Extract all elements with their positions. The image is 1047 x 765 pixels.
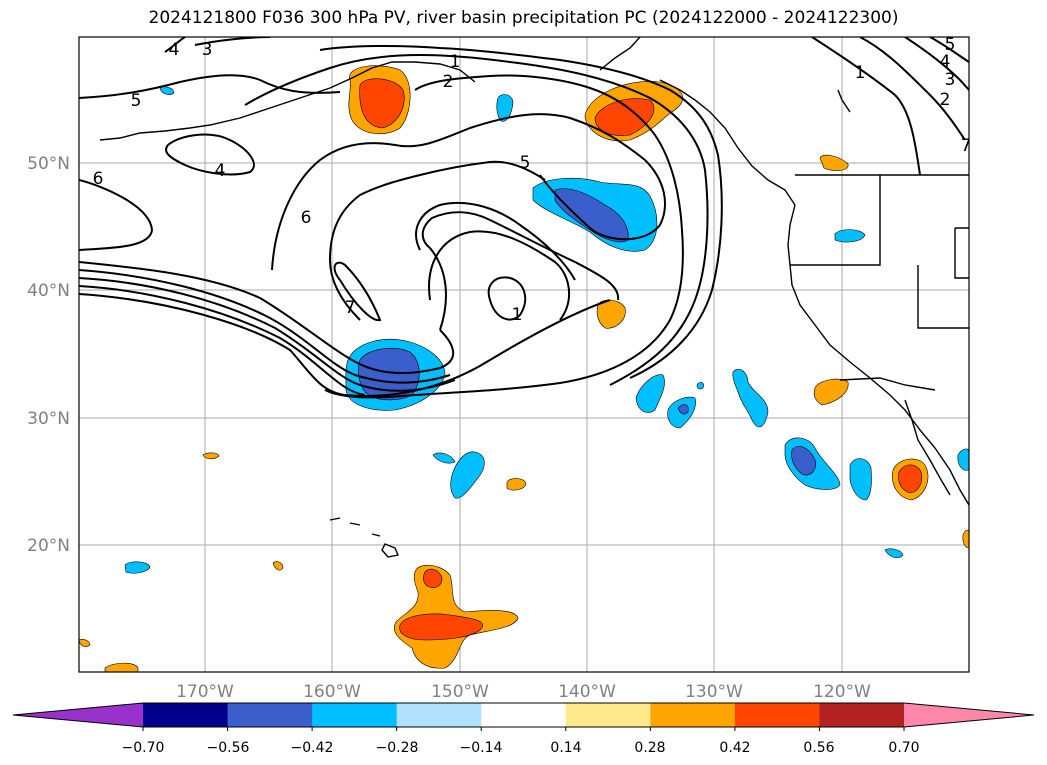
colorbar-segment: [650, 703, 736, 727]
colorbar-tick: 0.14: [550, 740, 581, 756]
lon-label: 120°W: [813, 682, 871, 702]
contour-label-5: 5: [520, 153, 531, 173]
lat-label: 50°N: [27, 154, 70, 174]
lon-label: 140°W: [558, 682, 616, 702]
contour-label-6: 6: [93, 169, 104, 189]
colorbar-tick: 0.28: [634, 740, 665, 756]
colorbar-tick: 0.56: [803, 740, 834, 756]
contour-label-6: 6: [301, 208, 312, 228]
colorbar-tick: −0.42: [291, 740, 334, 756]
colorbar-segment: [396, 703, 482, 727]
map-area: 1 1 1 2 2 3 3 4 4 4 5 5 5 6 6 7 7: [79, 35, 972, 672]
contour-label-4: 4: [169, 40, 180, 60]
contour-label-7: 7: [345, 298, 356, 318]
lat-label: 20°N: [27, 536, 70, 556]
contour-label-5: 5: [131, 91, 142, 111]
colorbar-segment: [734, 703, 820, 727]
colorbar-extend-high: [904, 703, 1034, 727]
colorbar-tick: 0.42: [719, 740, 750, 756]
lon-label: 150°W: [431, 682, 489, 702]
contour-labels: 1 1 1 2 2 3 3 4 4 4 5 5 5 6 6 7 7: [93, 35, 972, 325]
contour-label-1: 1: [855, 63, 866, 83]
contour-label-7: 7: [961, 136, 972, 156]
lon-label: 160°W: [303, 682, 361, 702]
lat-label: 40°N: [27, 281, 70, 301]
colorbar-segment: [819, 703, 905, 727]
colorbar-tick: 0.70: [888, 740, 919, 756]
map-frame: [78, 36, 970, 673]
colorbar-extend-low: [13, 703, 143, 727]
colorbar-tick: −0.14: [460, 740, 503, 756]
colorbar-tick-labels: −0.70 −0.56 −0.42 −0.28 −0.14 0.14 0.28 …: [122, 740, 920, 756]
gridlines: [79, 37, 969, 672]
latitude-labels: 50°N 40°N 30°N 20°N: [27, 154, 70, 556]
colorbar-segment: [481, 703, 567, 727]
colorbar-segment: [565, 703, 651, 727]
contour-label-2: 2: [940, 90, 951, 110]
colorbar-segment: [227, 703, 313, 727]
lon-label: 170°W: [176, 682, 234, 702]
lon-label: 130°W: [685, 682, 743, 702]
pv-contours: [79, 37, 969, 399]
colorbar: [12, 702, 1035, 731]
contour-label-3: 3: [202, 40, 213, 60]
contour-label-5: 5: [945, 35, 956, 55]
colorbar-tick: −0.28: [376, 740, 419, 756]
contour-label-1: 1: [450, 52, 461, 72]
colorbar-tick: −0.56: [207, 740, 250, 756]
colorbar-segment: [312, 703, 398, 727]
lat-label: 30°N: [27, 409, 70, 429]
contour-label-1: 1: [512, 305, 523, 325]
contour-label-3: 3: [945, 70, 956, 90]
colorbar-tick: −0.70: [122, 740, 165, 756]
contour-label-4: 4: [215, 161, 226, 181]
longitude-labels: 170°W 160°W 150°W 140°W 130°W 120°W: [176, 682, 871, 702]
contour-label-2: 2: [443, 72, 454, 92]
colorbar-segment: [143, 703, 229, 727]
contour-label-4: 4: [940, 52, 951, 72]
map-title: 2024121800 F036 300 hPa PV, river basin …: [148, 8, 899, 28]
coastlines: [99, 37, 969, 558]
